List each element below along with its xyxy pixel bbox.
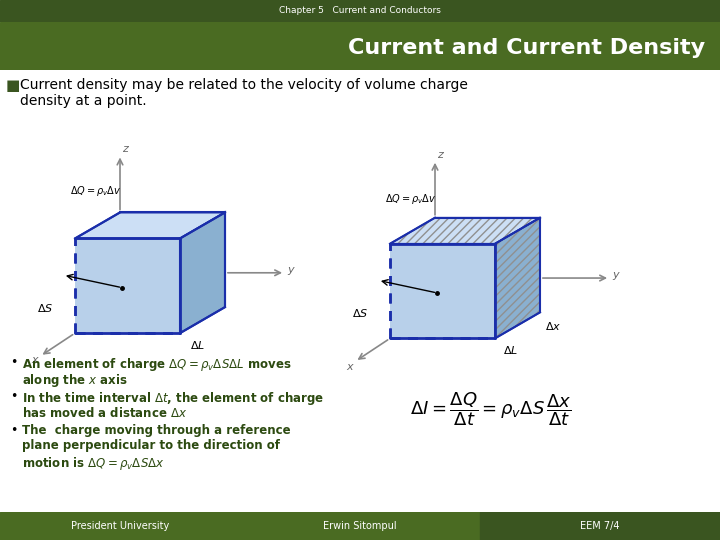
Text: has moved a distance $\Delta x$: has moved a distance $\Delta x$: [22, 406, 187, 420]
Text: z: z: [437, 150, 443, 160]
Text: The  charge moving through a reference: The charge moving through a reference: [22, 423, 291, 436]
Text: Current density may be related to the velocity of volume charge: Current density may be related to the ve…: [20, 78, 468, 92]
Text: x: x: [346, 362, 353, 372]
Text: Chapter 5   Current and Conductors: Chapter 5 Current and Conductors: [279, 6, 441, 15]
Text: An element of charge $\Delta Q = \rho_v\Delta S\Delta L$ moves: An element of charge $\Delta Q = \rho_v\…: [22, 356, 292, 373]
Text: •: •: [10, 423, 17, 436]
Text: x: x: [31, 355, 37, 365]
Text: $\Delta Q=\rho_v\Delta v$: $\Delta Q=\rho_v\Delta v$: [70, 184, 122, 198]
Text: along the $x$ axis: along the $x$ axis: [22, 372, 128, 389]
Polygon shape: [75, 212, 225, 239]
Text: $\Delta L$: $\Delta L$: [503, 344, 518, 356]
Text: Current and Current Density: Current and Current Density: [348, 38, 706, 58]
Text: ■: ■: [6, 78, 20, 92]
Polygon shape: [390, 244, 495, 339]
Text: $\Delta L$: $\Delta L$: [190, 339, 205, 351]
Text: plane perpendicular to the direction of: plane perpendicular to the direction of: [22, 440, 280, 453]
Text: $\Delta S$: $\Delta S$: [37, 302, 53, 314]
Text: In the time interval $\Delta t$, the element of charge: In the time interval $\Delta t$, the ele…: [22, 390, 324, 407]
Text: y: y: [287, 265, 294, 275]
Text: President University: President University: [71, 521, 169, 531]
Text: $\Delta I = \dfrac{\Delta Q}{\Delta t} = \rho_v\Delta S\,\dfrac{\Delta x}{\Delta: $\Delta I = \dfrac{\Delta Q}{\Delta t} =…: [410, 390, 572, 428]
Text: EEM 7/4: EEM 7/4: [580, 521, 620, 531]
Bar: [0, 512, 240, 540]
Text: y: y: [612, 270, 618, 280]
Polygon shape: [495, 218, 540, 339]
Text: motion is $\Delta Q = \rho_v\Delta S\Delta x$: motion is $\Delta Q = \rho_v\Delta S\Del…: [22, 455, 165, 472]
Text: z: z: [122, 145, 128, 154]
Bar: [480, 512, 720, 540]
Text: $\Delta S$: $\Delta S$: [352, 307, 369, 319]
Text: •: •: [10, 390, 17, 403]
Text: density at a point.: density at a point.: [20, 94, 147, 109]
Polygon shape: [390, 218, 540, 244]
Bar: [240, 512, 480, 540]
Polygon shape: [75, 239, 180, 333]
Text: $\Delta Q=\rho_v\Delta v$: $\Delta Q=\rho_v\Delta v$: [385, 192, 436, 206]
Polygon shape: [180, 212, 225, 333]
Text: $\Delta x$: $\Delta x$: [545, 320, 562, 332]
Text: Erwin Sitompul: Erwin Sitompul: [323, 521, 397, 531]
Text: •: •: [10, 356, 17, 369]
